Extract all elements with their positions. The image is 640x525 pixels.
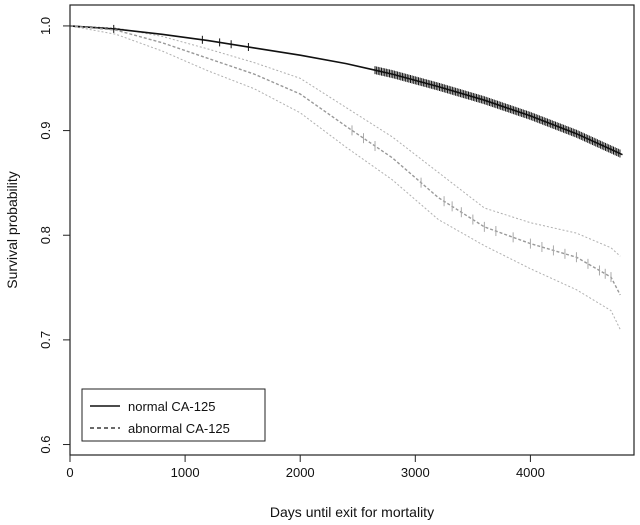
y-tick-label: 0.9 <box>38 122 53 140</box>
censor-marks <box>113 24 621 283</box>
x-tick-label: 1000 <box>171 465 200 480</box>
axes: 0 1000 2000 3000 4000 0.6 0.7 0.8 0.9 1.0 <box>38 17 545 480</box>
y-tick-label: 1.0 <box>38 17 53 35</box>
x-axis-label: Days until exit for mortality <box>270 504 434 520</box>
legend-box <box>81 388 266 442</box>
legend-label-normal: normal CA-125 <box>128 399 215 414</box>
y-tick-label: 0.6 <box>38 435 53 453</box>
abnormal-ci-lower <box>69 25 621 330</box>
legend: normal CA-125 abnormal CA-125 <box>81 388 266 442</box>
y-tick-label: 0.7 <box>38 331 53 349</box>
survival-curves <box>69 25 623 296</box>
x-tick-label: 4000 <box>516 465 545 480</box>
abnormal-ci-upper <box>69 25 621 257</box>
x-tick-label: 3000 <box>401 465 430 480</box>
x-tick-label: 2000 <box>286 465 315 480</box>
plot-frame <box>69 4 635 456</box>
confidence-bands <box>69 25 621 330</box>
normal-ca125-curve <box>69 25 623 156</box>
y-tick-label: 0.8 <box>38 226 53 244</box>
legend-label-abnormal: abnormal CA-125 <box>128 421 230 436</box>
x-tick-label: 0 <box>66 465 73 480</box>
y-axis-label: Survival probability <box>4 171 20 289</box>
abnormal-ca125-curve <box>69 25 621 296</box>
